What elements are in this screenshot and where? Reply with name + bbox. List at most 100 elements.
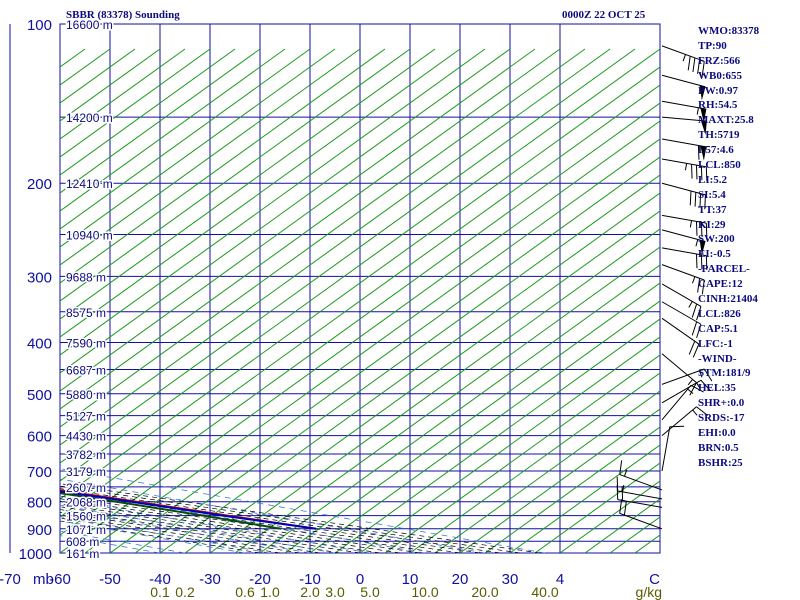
pressure-unit-label: mb (33, 571, 54, 588)
index-item: CAP:5.1 (698, 322, 739, 335)
index-item: SW:200 (698, 233, 735, 246)
mixing-ratio-label: 2.0 (300, 584, 320, 600)
dry-adiabat (534, 462, 660, 553)
dry-adiabat (60, 120, 660, 553)
mixing-ratio-label: 0.2 (175, 584, 195, 600)
dry-adiabat (60, 48, 461, 338)
wind-barb (661, 384, 704, 421)
dry-adiabat (134, 174, 660, 553)
index-item: WMO:83378 (698, 25, 760, 37)
height-label: 8575 m (66, 306, 106, 320)
dry-adiabat (409, 372, 660, 553)
height-label: 5880 m (66, 388, 106, 402)
index-item: EI:-0.5 (698, 248, 731, 261)
temp-tick-label: 10 (402, 571, 419, 588)
index-item: SHR+:0.0 (698, 397, 745, 410)
temp-tick-label: 0 (356, 571, 364, 588)
dry-adiabat (60, 48, 536, 392)
height-label: 7590 m (66, 336, 106, 350)
temp-tick-label: -60 (49, 571, 71, 588)
dry-adiabat (284, 282, 660, 553)
moist-adiabat (60, 488, 501, 553)
wind-barb (661, 74, 706, 101)
moist-adiabat (60, 498, 421, 553)
moist-adiabat (60, 506, 361, 553)
index-item: FRZ:566 (698, 54, 741, 67)
index-item: HEL:35 (698, 382, 736, 395)
moist-adiabat (60, 517, 281, 553)
dry-adiabat (334, 318, 660, 553)
wind-barb (661, 116, 707, 136)
wind-barb (661, 229, 706, 256)
index-item: LCL:850 (698, 159, 741, 172)
wind-barb (661, 353, 697, 396)
index-item: KI:29 (698, 218, 726, 231)
wind-barb (616, 485, 663, 508)
index-item: -WIND- (698, 352, 737, 365)
pressure-tick-label: 900 (27, 522, 52, 539)
index-item: SRDS:-17 (698, 412, 745, 425)
pressure-tick-label: 500 (27, 387, 52, 404)
mixing-ratio-label: 0.6 (235, 584, 255, 600)
dry-adiabat (434, 390, 660, 553)
height-label: 10940 m (66, 229, 113, 243)
mixing-ratio-label: 20.0 (471, 584, 498, 600)
dry-adiabat (359, 336, 660, 553)
index-item: STM:181/9 (698, 367, 751, 380)
dry-adiabat (60, 102, 660, 536)
wind-barb (661, 214, 708, 238)
dry-adiabat (785, 49, 800, 553)
pressure-tick-label: 600 (27, 429, 52, 446)
dry-adiabat (309, 300, 660, 553)
wind-barbs (616, 45, 713, 530)
height-label: 12410 m (66, 177, 113, 191)
dry-adiabat (60, 48, 261, 194)
dry-adiabat (60, 48, 211, 158)
mixing-ratio-unit-label: g/kg (636, 584, 662, 600)
temp-tick-label: 20 (452, 571, 469, 588)
temp-tick-label: -30 (199, 571, 221, 588)
sounding-series (60, 489, 317, 530)
temp-unit-label: C (649, 571, 660, 588)
height-label: 14200 m (66, 111, 113, 125)
dry-adiabat (60, 48, 436, 320)
dry-adiabat (184, 210, 660, 553)
mixing-ratio-label: 10.0 (411, 584, 438, 600)
dry-adiabat (760, 49, 800, 553)
height-label: 2607 m (66, 481, 106, 495)
pressure-tick-label: 400 (27, 335, 52, 352)
height-label: 3782 m (66, 448, 106, 462)
height-label: 1560 m (66, 510, 106, 524)
index-item: SI:5.4 (698, 188, 726, 201)
temp-tick-label: -50 (99, 571, 121, 588)
height-label: 6687 m (66, 364, 106, 378)
wind-barb (661, 301, 702, 339)
index-item: RH:54.5 (698, 99, 738, 112)
dry-adiabats (60, 48, 800, 553)
dry-adiabat (60, 48, 660, 482)
parcel-line (60, 490, 317, 530)
mixing-ratio-label: 5.0 (360, 584, 380, 600)
index-item: LI:5.2 (698, 173, 728, 186)
wind-barb (661, 182, 706, 210)
index-item: EHI:0.0 (698, 427, 736, 440)
valid-time: 0000Z 22 OCT 25 (562, 9, 646, 21)
chart-title: SBBR (83378) Sounding (66, 9, 180, 21)
index-item: CINH:21404 (698, 293, 758, 306)
indices-panel: WMO:83378 TP:90 FRZ:566 WB0:655 PW:0.97 RH:54… (698, 24, 759, 471)
dry-adiabat (259, 264, 660, 553)
wind-barb (619, 460, 663, 491)
index-item: TP:90 (698, 39, 727, 52)
index-item: LFC:-1 (698, 337, 733, 350)
wind-barb (661, 264, 705, 295)
moist-adiabat (60, 500, 401, 553)
height-label: 5127 m (66, 410, 106, 424)
temp-tick-label: 30 (502, 571, 519, 588)
mixing-ratio-line (60, 504, 336, 553)
wind-barb (619, 499, 663, 530)
wind-barb (661, 158, 708, 182)
pressure-tick-label: 300 (27, 269, 52, 286)
dry-adiabat (234, 246, 660, 553)
height-label: 161 m (66, 547, 99, 561)
